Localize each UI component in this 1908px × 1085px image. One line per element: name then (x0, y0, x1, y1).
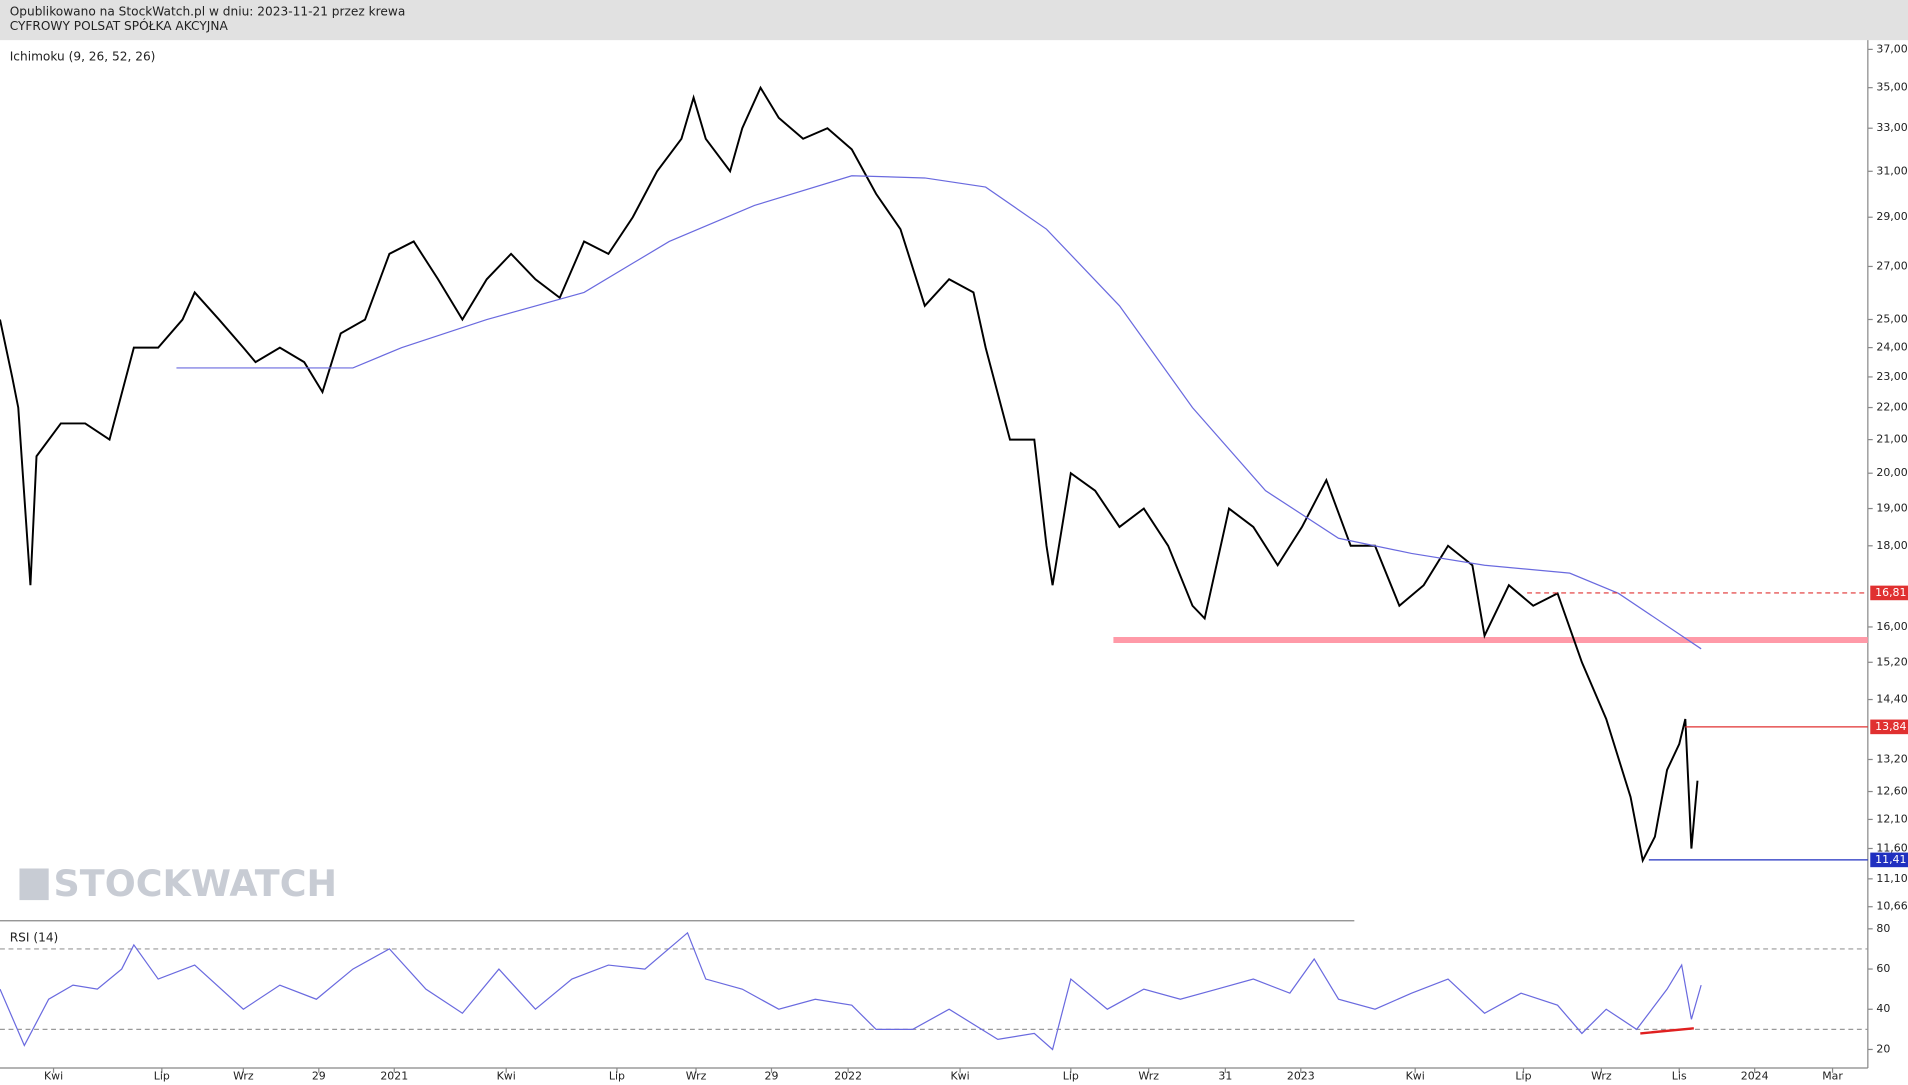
x-tick-label: Kwi (44, 1069, 63, 1082)
price-level-label: 16,81 (1875, 586, 1906, 599)
x-tick-label: 2024 (1741, 1069, 1769, 1082)
series-line (176, 175, 1702, 650)
y-tick-label: 33,00 (1876, 121, 1907, 134)
y-tick-label: 14,40 (1876, 693, 1907, 706)
y-tick-label: 25,00 (1876, 312, 1907, 325)
y-tick-label: 29,00 (1876, 210, 1907, 223)
watermark: STOCKWATCH (54, 862, 337, 905)
x-tick-label: Lip (1063, 1069, 1079, 1082)
x-tick-label: Wrz (233, 1069, 254, 1082)
y-tick-label: 60 (1876, 962, 1890, 975)
y-tick-label: 27,00 (1876, 259, 1907, 272)
y-tick-label: 80 (1876, 922, 1890, 935)
series-line (0, 931, 1702, 1051)
x-tick-label: Lis (1672, 1069, 1687, 1082)
instrument-name: CYFROWY POLSAT SPÓŁKA AKCYJNA (10, 18, 229, 33)
y-tick-label: 40 (1876, 1002, 1890, 1015)
x-tick-label: Wrz (686, 1069, 707, 1082)
x-tick-label: Wrz (1138, 1069, 1159, 1082)
series-line (0, 85, 1699, 864)
y-tick-label: 12,60 (1876, 785, 1907, 798)
x-tick-label: Lip (1515, 1069, 1531, 1082)
published-note: Opublikowano na StockWatch.pl w dniu: 20… (10, 5, 406, 19)
y-tick-label: 23,00 (1876, 370, 1907, 383)
price-level-tag (1870, 852, 1908, 868)
y-tick-label: 11,10 (1876, 872, 1907, 885)
watermark-icon (19, 868, 49, 901)
rsi-title: RSI (14) (10, 930, 59, 944)
x-tick-label: 2023 (1287, 1069, 1315, 1082)
y-tick-label: 24,00 (1876, 341, 1907, 354)
y-tick-label: 10,66 (1876, 900, 1907, 913)
y-tick-label: 22,00 (1876, 401, 1907, 414)
price-level-tag (1870, 719, 1908, 735)
divergence-line (1640, 1027, 1694, 1035)
x-tick-label: Wrz (1591, 1069, 1612, 1082)
x-tick-label: 31 (1218, 1069, 1232, 1082)
price-level-label: 11,41 (1875, 853, 1906, 866)
y-tick-label: 15,20 (1876, 655, 1907, 668)
x-tick-label: Kwi (1406, 1069, 1425, 1082)
y-tick-label: 18,00 (1876, 539, 1907, 552)
y-tick-label: 37,00 (1876, 42, 1907, 55)
x-tick-label: Kwi (497, 1069, 516, 1082)
y-tick-label: 13,20 (1876, 752, 1907, 765)
x-tick-label: 29 (765, 1069, 779, 1082)
x-tick-label: Kwi (950, 1069, 969, 1082)
y-tick-label: 20 (1876, 1042, 1890, 1055)
y-tick-label: 31,00 (1876, 164, 1907, 177)
y-tick-label: 11,60 (1876, 842, 1907, 855)
indicator-title: Ichimoku (9, 26, 52, 26) (10, 50, 156, 64)
x-tick-label: Lip (154, 1069, 170, 1082)
x-tick-label: 2022 (834, 1069, 862, 1082)
header-bar (0, 0, 1908, 41)
x-tick-label: Lip (609, 1069, 625, 1082)
price-level-label: 13,84 (1875, 720, 1906, 733)
x-tick-label: 2021 (380, 1069, 408, 1082)
y-tick-label: 21,00 (1876, 433, 1907, 446)
y-tick-label: 35,00 (1876, 81, 1907, 94)
y-tick-label: 20,00 (1876, 466, 1907, 479)
x-tick-label: Mar (1822, 1069, 1843, 1082)
price-level-tag (1870, 585, 1908, 601)
y-tick-label: 19,00 (1876, 502, 1907, 515)
x-tick-label: 29 (312, 1069, 326, 1082)
y-tick-label: 16,00 (1876, 620, 1907, 633)
y-tick-label: 12,10 (1876, 812, 1907, 825)
